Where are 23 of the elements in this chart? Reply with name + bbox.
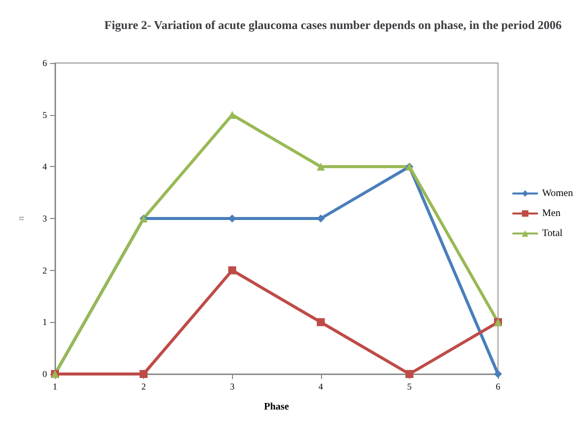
point — [316, 318, 325, 326]
y-tick-label: 6 — [42, 58, 48, 68]
y-tick-label: 0 — [42, 369, 48, 379]
x-tick-label: 2 — [141, 382, 146, 392]
x-tick-label: 3 — [230, 382, 235, 392]
point — [140, 370, 148, 378]
legend-label: Total — [542, 228, 563, 239]
y-tick-label: 2 — [42, 265, 47, 276]
y-tick-label: 3 — [42, 214, 48, 224]
x-tick-label: 4 — [318, 382, 324, 392]
y-tick-label: 1 — [42, 317, 47, 328]
y-axis-title: n — [16, 216, 26, 221]
x-tick-label: 1 — [52, 382, 58, 392]
x-axis-title: Phase — [264, 402, 290, 412]
y-tick-label: 5 — [42, 110, 48, 120]
x-tick-label: 5 — [407, 382, 412, 392]
chart-title: Figure 2- Variation of acute glaucoma cases number depends on phase, in the period 2006 — [104, 18, 562, 32]
y-tick-label: 4 — [42, 162, 48, 172]
x-tick-label: 6 — [496, 382, 501, 392]
point — [228, 266, 236, 274]
legend-label: Men — [542, 208, 560, 219]
point — [405, 370, 414, 378]
legend-label: Women — [542, 188, 574, 199]
